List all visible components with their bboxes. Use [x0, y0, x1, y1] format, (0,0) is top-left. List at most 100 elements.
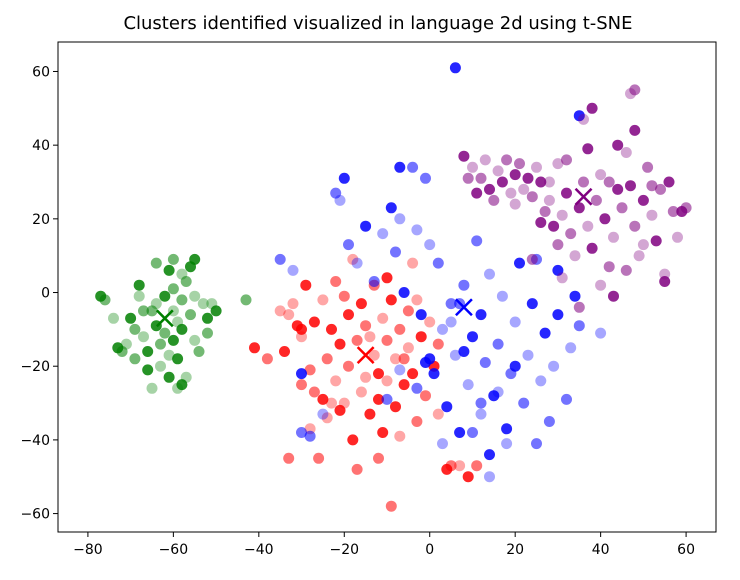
cluster-0-point	[138, 305, 149, 317]
cluster-3-point	[625, 88, 636, 100]
x-tick-label: −80	[73, 542, 103, 558]
cluster-3-point	[543, 176, 555, 188]
x-tick-label: −40	[244, 542, 274, 558]
cluster-2-point	[381, 393, 393, 405]
cluster-3-point	[505, 187, 517, 199]
cluster-2-point	[501, 423, 513, 435]
cluster-2-point	[488, 390, 500, 402]
cluster-1-point	[390, 353, 401, 365]
cluster-0-point	[185, 309, 196, 321]
cluster-1-point	[360, 320, 372, 332]
cluster-2-point	[475, 309, 487, 321]
cluster-2-point	[458, 279, 470, 291]
cluster-0-point	[108, 312, 119, 324]
cluster-3-point	[603, 176, 615, 188]
y-tick-label: 40	[32, 138, 50, 154]
cluster-2-point	[475, 408, 487, 420]
cluster-0-point	[142, 346, 154, 357]
cluster-1-point	[368, 349, 380, 361]
cluster-3-point	[612, 139, 624, 151]
cluster-2-point	[424, 239, 436, 251]
cluster-0-point	[176, 379, 188, 391]
cluster-2-point	[398, 287, 410, 298]
cluster-3-point	[543, 194, 555, 206]
cluster-3-point	[629, 220, 641, 232]
x-axis: −80 −60 −40 −20 0 20 40 60	[73, 532, 695, 558]
cluster-0-point	[146, 305, 158, 317]
cluster-2-point	[548, 360, 560, 372]
cluster-0-point	[202, 327, 213, 339]
cluster-3-point	[599, 213, 611, 225]
cluster-2-point	[573, 110, 585, 122]
cluster-1-centroid-marker	[356, 346, 375, 365]
cluster-2-point	[552, 264, 564, 276]
cluster-2-point	[492, 386, 504, 398]
cluster-1-point	[381, 272, 393, 284]
cluster-1-point	[355, 386, 367, 398]
cluster-0-point	[189, 334, 201, 346]
cluster-3-point	[518, 183, 530, 195]
cluster-1-point	[283, 452, 295, 464]
cluster-2-point	[531, 438, 542, 450]
cluster-3-point	[535, 217, 547, 228]
cluster-1-point	[462, 471, 474, 483]
cluster-2-point	[484, 268, 495, 280]
cluster-0-point	[116, 346, 128, 357]
cluster-2-point	[467, 427, 478, 438]
cluster-2-point	[569, 290, 581, 302]
cluster-3-point	[471, 187, 483, 199]
cluster-1-point	[471, 460, 483, 472]
cluster-3-point	[522, 172, 534, 184]
cluster-2-point	[471, 235, 483, 247]
cluster-1-point	[296, 379, 307, 391]
cluster-2-point	[539, 327, 551, 339]
cluster-3-point	[590, 194, 602, 206]
cluster-3-point	[462, 172, 474, 184]
cluster-2-point	[492, 338, 504, 350]
cluster-2-point	[296, 368, 307, 380]
cluster-1-point	[321, 353, 333, 365]
cluster-3-point	[526, 253, 538, 265]
cluster-2-point	[496, 290, 508, 302]
cluster-1-point	[296, 323, 307, 335]
cluster-2-point	[484, 449, 495, 461]
cluster-3-point	[595, 279, 607, 291]
cluster-2-point	[509, 360, 521, 372]
cluster-3-point	[608, 231, 619, 243]
y-tick-label: −60	[20, 507, 50, 523]
cluster-0-point	[210, 305, 222, 317]
x-tick-label: −20	[329, 542, 359, 558]
cluster-2-point	[411, 382, 423, 394]
cluster-1-point	[398, 379, 410, 391]
cluster-3-point	[578, 176, 589, 188]
cluster-1-point	[364, 331, 376, 343]
cluster-3-point	[458, 150, 470, 162]
plot-frame	[57, 41, 717, 533]
cluster-0-point	[133, 279, 145, 291]
cluster-1-point	[330, 276, 342, 287]
cluster-0-point	[172, 353, 184, 365]
cluster-3-point	[496, 176, 508, 188]
cluster-2-point	[535, 375, 547, 387]
cluster-0-point	[150, 298, 162, 310]
cluster-3-point	[595, 169, 607, 181]
cluster-3-point	[484, 183, 495, 195]
cluster-1-point	[364, 408, 376, 420]
cluster-3-point	[629, 124, 641, 136]
cluster-1-point	[347, 434, 359, 446]
cluster-1-point	[279, 346, 290, 357]
cluster-1-point	[402, 305, 414, 317]
cluster-3-point	[548, 220, 560, 232]
cluster-2-point	[330, 187, 342, 199]
cluster-2-point	[274, 253, 286, 265]
cluster-3-point	[616, 202, 628, 214]
cluster-1-point	[420, 390, 431, 402]
cluster-2-point	[360, 220, 372, 232]
cluster-0-point	[120, 338, 132, 350]
cluster-3-point	[633, 250, 645, 262]
cluster-3-point	[514, 158, 525, 170]
cluster-0-point	[142, 364, 154, 376]
cluster-1-point	[360, 371, 372, 383]
cluster-1-point	[300, 279, 312, 291]
cluster-3-point	[565, 228, 577, 240]
